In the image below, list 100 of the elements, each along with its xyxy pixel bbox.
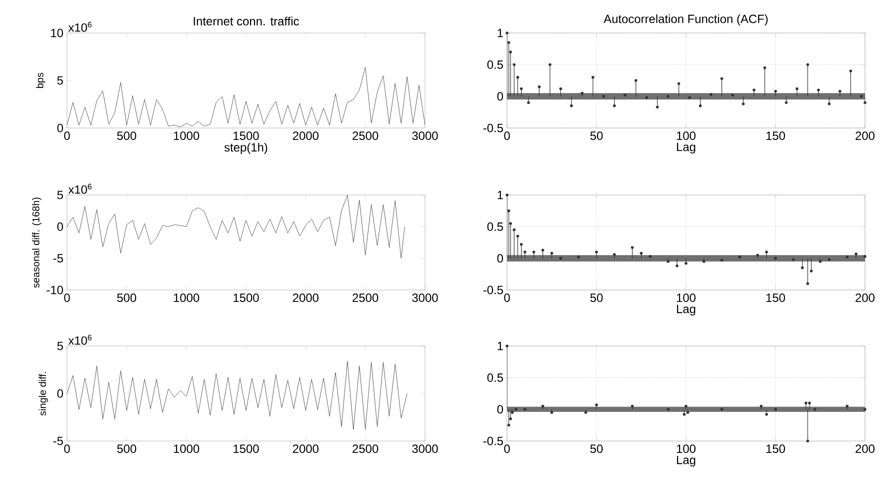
x-axis-title: step(1h): [224, 142, 268, 154]
x-tick-label: 1500: [234, 444, 259, 453]
x-tick-label: 50: [590, 444, 603, 453]
point: [512, 228, 516, 232]
point: [720, 77, 724, 80]
point: [624, 94, 627, 96]
point: [510, 411, 514, 414]
point: [765, 250, 768, 254]
x-tick-label: 200: [856, 444, 875, 453]
point: [760, 404, 763, 408]
y-tick-label: 10: [51, 28, 64, 38]
point: [509, 222, 512, 225]
point: [810, 270, 813, 272]
point: [804, 402, 808, 404]
point: [828, 102, 831, 106]
point: [570, 104, 573, 108]
point: [634, 79, 638, 82]
point: [838, 90, 842, 93]
point: [509, 50, 512, 54]
point: [509, 417, 512, 420]
point: [550, 252, 554, 255]
y-tick-label: 1: [498, 190, 503, 200]
x-tick-label: 500: [117, 132, 136, 140]
x-tick-label: 0: [64, 444, 70, 453]
x-tick-label: 500: [117, 444, 136, 453]
y-tick-label: 0: [497, 92, 504, 101]
x-axis-title: Lag: [677, 142, 696, 154]
x-tick-label: 2000: [292, 132, 318, 140]
point: [864, 101, 866, 104]
x-tick-label: 50: [590, 132, 603, 140]
y-tick-label: 1: [498, 28, 503, 38]
line-series: [67, 66, 426, 128]
point: [527, 101, 530, 104]
x-tick-label: 100: [676, 132, 696, 140]
point: [507, 424, 510, 427]
y-tick-label: 0: [497, 405, 504, 414]
point: [666, 408, 670, 411]
point: [682, 413, 686, 416]
y-tick-label: 5: [57, 342, 63, 350]
point: [806, 440, 810, 442]
x-tick-label: 150: [766, 132, 786, 140]
point: [756, 254, 760, 257]
line-series: [67, 194, 405, 259]
point: [548, 63, 552, 66]
x-tick-label: 0: [64, 132, 70, 140]
point: [559, 256, 562, 260]
y-tick-label: 0: [57, 389, 64, 398]
y-axis-title: bps: [36, 72, 46, 88]
point: [686, 411, 690, 414]
point: [806, 63, 810, 66]
text: x10$^{6}$: [68, 184, 92, 194]
x-tick-label: 0: [504, 444, 510, 453]
x-tick-label: 2500: [352, 444, 378, 453]
x-tick-label: 0: [504, 294, 510, 302]
x-tick-label: 100: [676, 294, 696, 302]
point: [677, 82, 680, 86]
point: [800, 266, 804, 270]
point: [698, 104, 702, 108]
y-tick-label: 0.5: [487, 373, 503, 382]
point: [720, 408, 724, 411]
point: [645, 96, 648, 99]
x-tick-label: 3000: [412, 132, 438, 140]
y-tick-label: 0: [57, 124, 64, 132]
x-tick-label: 200: [856, 132, 875, 140]
point: [818, 260, 822, 263]
x-tick-label: 150: [766, 294, 786, 302]
point: [846, 404, 849, 408]
text: x10$^{6}$: [68, 334, 92, 345]
point: [541, 404, 544, 408]
point: [784, 101, 788, 104]
y-axis-title: single diff.: [38, 372, 48, 416]
point: [514, 408, 518, 411]
point: [752, 88, 756, 92]
text: x10$^{6}$: [68, 22, 92, 32]
y-tick-label: -0.5: [483, 286, 503, 294]
point: [512, 63, 516, 66]
point: [806, 282, 810, 286]
x-tick-label: 3000: [412, 444, 438, 453]
point: [507, 209, 510, 212]
point: [577, 256, 580, 258]
point: [774, 408, 777, 411]
chart-title: Internet conn. traffic: [194, 16, 299, 26]
line-series: [67, 361, 408, 430]
y-tick-label: 0.5: [487, 60, 503, 69]
point: [520, 87, 523, 90]
x-tick-label: 3000: [412, 294, 438, 302]
point: [666, 260, 670, 263]
x-tick-label: 1000: [174, 132, 200, 140]
x-tick-label: 1500: [234, 132, 259, 140]
point: [817, 88, 820, 92]
y-tick-label: 0: [57, 222, 64, 231]
point: [846, 256, 849, 258]
y-tick-label: -5: [53, 254, 63, 262]
point: [613, 253, 616, 256]
point: [541, 248, 544, 252]
point: [860, 94, 863, 98]
point: [676, 264, 678, 268]
point: [720, 258, 724, 262]
y-axis-title: seasonal diff. (168h): [32, 198, 42, 288]
x-tick-label: 150: [766, 444, 786, 453]
